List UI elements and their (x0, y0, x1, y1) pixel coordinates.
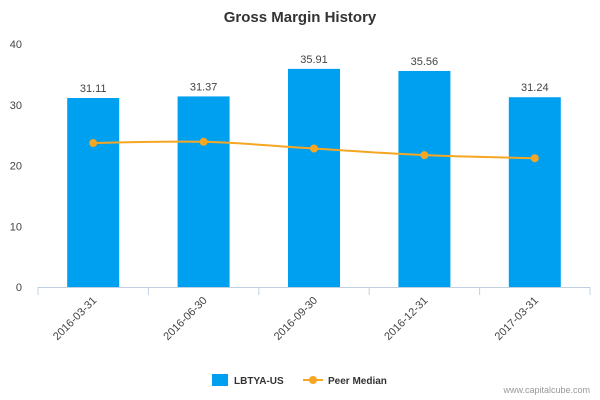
bar-data-label: 31.11 (80, 83, 107, 95)
x-tick-label: 2016-09-30 (272, 295, 320, 343)
bar-series (67, 68, 561, 288)
peer-median-point (420, 151, 429, 160)
legend-bar-label: LBTYA-US (234, 376, 284, 387)
legend-bar-swatch (212, 374, 228, 386)
x-tick-label: 2017-03-31 (493, 295, 541, 343)
y-tick-label: 10 (10, 221, 22, 233)
bar (288, 68, 340, 288)
bar (67, 98, 120, 288)
peer-median-series (89, 137, 539, 163)
peer-median-point (310, 144, 318, 153)
bar (508, 97, 561, 287)
x-tick-label: 2016-12-31 (382, 295, 430, 343)
bar (398, 70, 451, 288)
bar-data-label: 31.37 (190, 81, 218, 93)
y-tick-label: 30 (10, 100, 22, 112)
y-axis: 0 10 20 30 40 (10, 39, 22, 294)
peer-median-point (89, 139, 98, 148)
x-axis: 2016-03-31 2016-06-30 2016-09-30 2016-12-31… (37, 287, 591, 343)
legend-line-label: Peer Median (328, 376, 387, 387)
legend-line-marker (309, 376, 317, 384)
x-tick-label: 2016-06-30 (161, 295, 209, 343)
peer-median-point (199, 137, 208, 146)
credit-text: www.capitalcube.com (502, 385, 590, 395)
bar-data-label: 35.91 (300, 54, 328, 66)
x-tick-label: 2016-03-31 (51, 295, 99, 343)
y-tick-label: 0 (16, 282, 22, 294)
bar-data-labels: 31.11 31.37 35.91 35.56 31.24 (80, 54, 549, 95)
bar (177, 96, 230, 287)
bar-data-label: 35.56 (411, 56, 439, 68)
peer-median-point (530, 154, 539, 163)
bar-data-label: 31.24 (521, 82, 549, 94)
legend: LBTYA-US Peer Median (212, 374, 387, 387)
y-tick-label: 40 (10, 39, 22, 51)
chart-title: Gross Margin History (224, 9, 377, 26)
y-tick-label: 20 (10, 161, 22, 173)
